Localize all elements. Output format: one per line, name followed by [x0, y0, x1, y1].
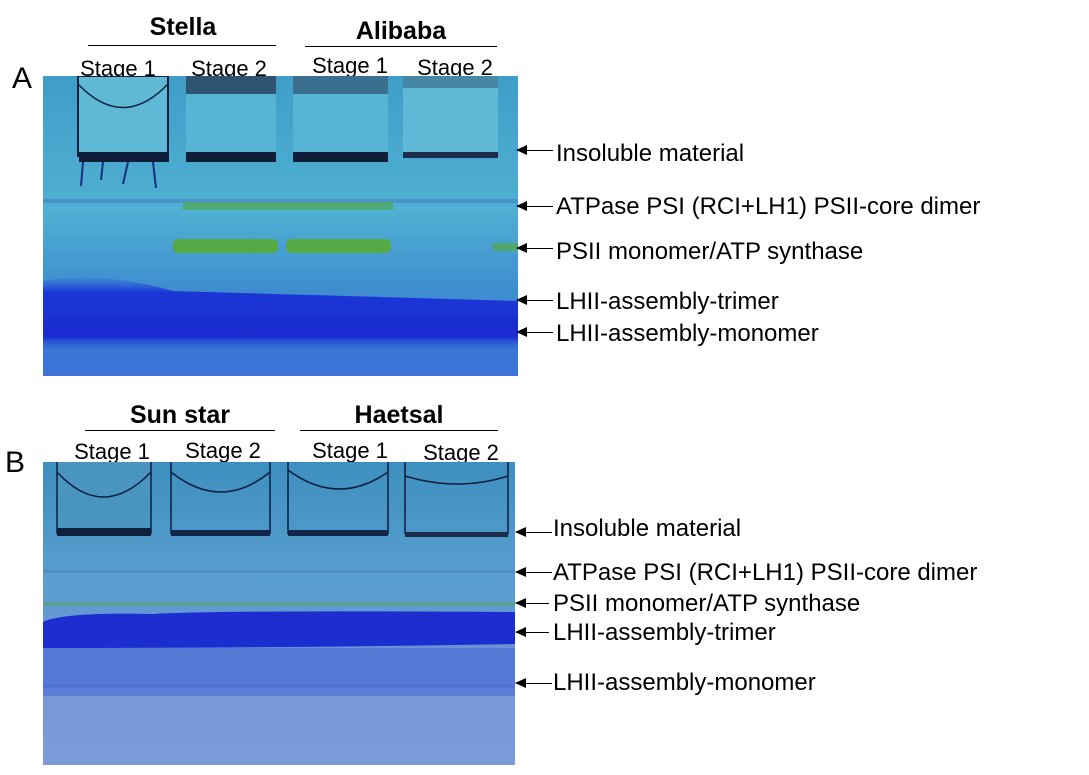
arrow-b-monomer: [515, 678, 552, 688]
arrow-a-monomer: [516, 327, 553, 337]
lane-label-a2: Stage 2: [191, 56, 267, 81]
band-label-a-insoluble: Insoluble material: [556, 140, 745, 167]
lane-label-b1: Stage 1: [74, 439, 150, 464]
band-label-b-trimer: LHII-assembly-trimer: [553, 619, 776, 646]
band-label-b-psii: PSII monomer/ATP synthase: [553, 590, 861, 617]
lane-label-b2: Stage 2: [185, 438, 261, 463]
gel-image-b: [43, 462, 515, 765]
panel-a-letter: A: [12, 62, 33, 95]
group-underline-alibaba: [305, 46, 497, 47]
lane-label-a1: Stage 1: [80, 56, 156, 81]
group-underline-stella: [88, 45, 276, 46]
band-label-a-psii: PSII monomer/ATP synthase: [556, 238, 864, 265]
arrow-a-atpase: [516, 201, 553, 211]
group-title-stella: Stella: [149, 13, 217, 41]
group-title-alibaba: Alibaba: [355, 17, 447, 45]
group-title-haetsal: Haetsal: [354, 401, 444, 429]
band-label-a-atpase: ATPase PSI (RCI+LH1) PSII-core dimer: [556, 193, 981, 220]
arrow-a-insoluble: [516, 145, 553, 155]
group-title-sun-star: Sun star: [129, 401, 231, 429]
arrow-b-psii: [515, 598, 549, 608]
arrow-a-trimer: [516, 295, 553, 305]
band-label-a-trimer: LHII-assembly-trimer: [556, 288, 779, 315]
arrow-a-psii: [516, 243, 553, 253]
lane-label-b3: Stage 1: [312, 438, 388, 463]
lane-label-a4: Stage 2: [417, 55, 493, 80]
band-label-b-insoluble: Insoluble material: [553, 515, 742, 542]
group-underline-sun-star: [85, 430, 275, 431]
lane-label-b4: Stage 2: [423, 440, 499, 465]
panel-b-letter: B: [5, 446, 26, 479]
band-label-b-atpase: ATPase PSI (RCI+LH1) PSII-core dimer: [553, 559, 978, 586]
band-label-b-monomer: LHII-assembly-monomer: [553, 669, 816, 696]
arrow-b-insoluble: [515, 527, 552, 537]
gel-image-a: [43, 76, 518, 376]
arrow-b-trimer: [515, 627, 549, 637]
group-underline-haetsal: [300, 430, 498, 431]
lane-label-a3: Stage 1: [312, 53, 388, 78]
arrow-b-atpase: [515, 567, 552, 577]
band-label-a-monomer: LHII-assembly-monomer: [556, 320, 819, 347]
